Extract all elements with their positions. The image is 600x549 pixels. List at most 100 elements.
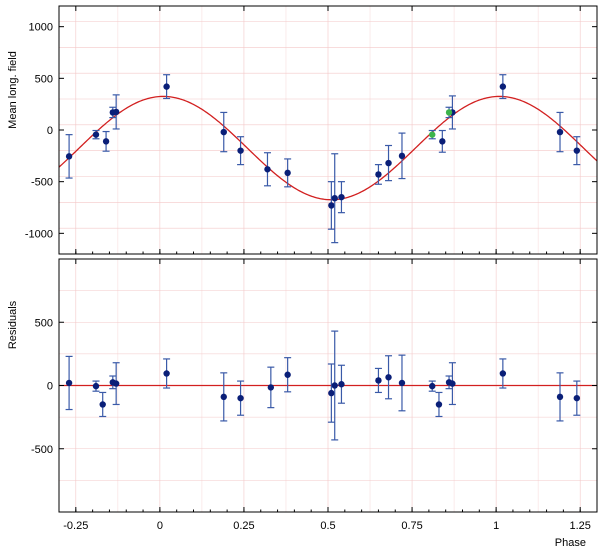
top-data-point xyxy=(556,111,564,153)
x-tick-label: 0.5 xyxy=(320,520,335,532)
top-data-point xyxy=(331,153,339,244)
top-marker xyxy=(92,131,100,138)
top-marker xyxy=(375,171,382,178)
bottom-marker xyxy=(398,379,406,387)
top-data-point xyxy=(385,144,393,182)
bottom-data-point xyxy=(435,391,443,418)
bottom-data-point xyxy=(428,380,436,392)
x-tick-label: 0 xyxy=(157,520,163,532)
top-data-point xyxy=(112,94,120,130)
bottom-data-point xyxy=(163,358,171,389)
top-data-point xyxy=(499,74,507,100)
x-tick-label: 1.25 xyxy=(569,520,590,532)
x-tick-label: 1 xyxy=(493,520,499,532)
top-data-point xyxy=(428,129,436,140)
top-marker xyxy=(556,128,564,136)
top-data-point xyxy=(284,158,292,188)
bottom-y-axis-title: Residuals xyxy=(7,300,19,349)
bottom-data-point xyxy=(398,354,406,412)
top-data-point xyxy=(327,181,335,230)
bottom-data-point xyxy=(327,363,335,423)
top-marker xyxy=(429,131,436,138)
top-marker xyxy=(237,147,244,154)
bottom-data-point xyxy=(112,362,120,406)
top-data-point xyxy=(102,130,110,152)
bottom-data-point xyxy=(267,366,275,409)
bottom-marker xyxy=(163,370,170,377)
top-marker xyxy=(102,138,110,145)
top-panel: -1000 -500 0 500 1000 Mean long. field xyxy=(7,5,598,255)
top-marker xyxy=(499,83,507,90)
bottom-marker xyxy=(112,380,120,387)
bottom-data-point xyxy=(385,355,393,400)
top-data-point xyxy=(398,132,406,180)
bottom-data-point xyxy=(448,362,456,406)
bottom-data-point xyxy=(337,364,345,404)
bottom-data-point xyxy=(374,367,382,394)
bottom-marker xyxy=(435,401,443,408)
top-data-point xyxy=(163,74,171,100)
bottom-marker xyxy=(375,377,382,384)
top-marker xyxy=(445,109,453,116)
top-data-point xyxy=(337,181,345,214)
x-tick-label: -0.25 xyxy=(63,520,88,532)
top-data-point xyxy=(220,111,228,153)
bottom-data-point xyxy=(499,358,507,389)
top-marker xyxy=(284,169,291,177)
bottom-data-point xyxy=(556,372,564,422)
bottom-data-point xyxy=(573,380,581,416)
bottom-marker xyxy=(220,393,227,401)
model-curve xyxy=(58,95,598,201)
bottom-data-point xyxy=(99,391,107,418)
bottom-y-tick-label: 0 xyxy=(47,381,53,393)
top-marker xyxy=(331,195,338,202)
bottom-y-tick-label: -500 xyxy=(31,444,53,456)
top-marker xyxy=(338,193,345,201)
x-tick-label: 0.75 xyxy=(401,520,422,532)
top-data-point xyxy=(65,134,73,179)
top-marker xyxy=(264,166,271,173)
bottom-marker xyxy=(92,382,100,390)
bottom-data-point xyxy=(65,355,73,411)
x-axis-title: Phase xyxy=(555,537,586,549)
bottom-y-tick-label: 500 xyxy=(35,317,53,329)
top-y-tick-label: -500 xyxy=(31,177,53,189)
top-data-point xyxy=(438,129,446,153)
top-data-point xyxy=(573,136,581,166)
bottom-marker xyxy=(499,370,507,377)
bottom-data-point xyxy=(284,357,292,393)
top-marker xyxy=(65,153,73,160)
bottom-data-point xyxy=(220,372,228,422)
top-data-point xyxy=(237,136,245,166)
x-tick-label: 0.25 xyxy=(233,520,254,532)
bottom-marker xyxy=(556,393,564,401)
top-data-point xyxy=(374,164,382,185)
bottom-marker xyxy=(237,394,244,402)
top-data-point xyxy=(445,106,453,119)
top-y-tick-label: -1000 xyxy=(25,228,53,240)
top-marker xyxy=(112,108,120,116)
top-marker xyxy=(328,202,335,209)
top-marker xyxy=(385,159,392,167)
top-y-tick-label: 500 xyxy=(35,73,53,85)
bottom-marker xyxy=(328,389,335,397)
top-marker xyxy=(439,138,446,145)
bottom-marker xyxy=(99,401,106,408)
bottom-marker xyxy=(65,379,73,387)
top-marker xyxy=(573,147,581,154)
top-data-point xyxy=(92,129,100,140)
top-y-axis-title: Mean long. field xyxy=(7,51,19,129)
bottom-marker xyxy=(385,374,392,381)
top-marker xyxy=(163,83,170,90)
top-y-tick-label: 0 xyxy=(47,125,53,137)
bottom-marker xyxy=(338,381,345,388)
bottom-marker xyxy=(284,371,291,378)
top-marker xyxy=(220,128,227,136)
bottom-data-point xyxy=(237,380,245,416)
bottom-marker xyxy=(267,384,275,391)
bottom-marker xyxy=(573,394,581,402)
top-marker xyxy=(398,152,406,160)
top-data-point xyxy=(263,152,271,187)
bottom-marker xyxy=(429,382,436,390)
